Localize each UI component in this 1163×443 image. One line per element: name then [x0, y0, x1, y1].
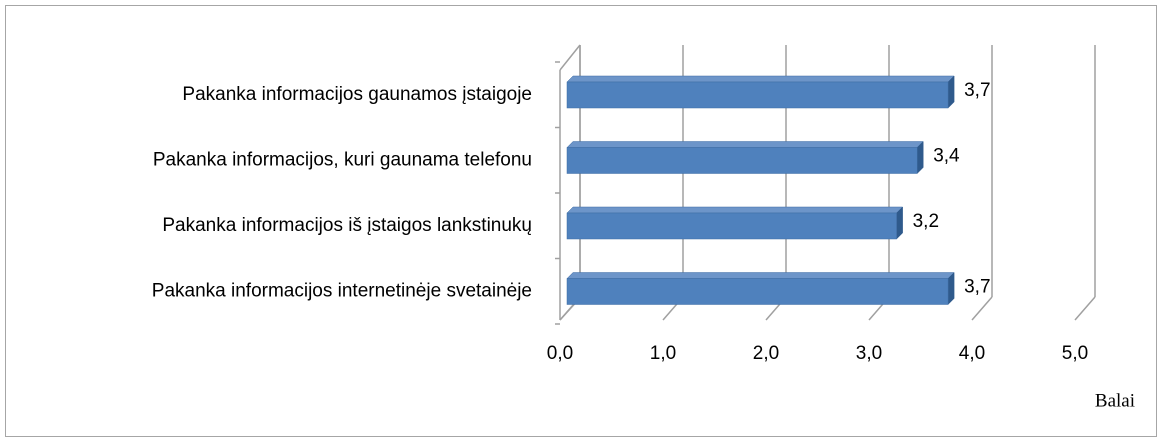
bar-top	[566, 272, 955, 279]
bar	[566, 278, 949, 305]
bar	[566, 212, 897, 240]
y-tick-label: Pakanka informacijos gaunamos įstaigoje	[182, 84, 532, 105]
x-axis-label: Balai	[1095, 390, 1135, 411]
bar-top	[566, 75, 955, 83]
wall-edge	[559, 44, 581, 71]
bar-side	[947, 271, 955, 306]
floor-grid-line	[971, 296, 993, 321]
x-tick-label: 0,0	[547, 343, 573, 364]
x-tick-label: 2,0	[753, 343, 779, 364]
x-tick-label: 1,0	[650, 343, 676, 364]
y-tick-label: Pakanka informacijos internetinėje sveta…	[152, 281, 532, 302]
y-tick-label: Pakanka informacijos iš įstaigos lanksti…	[162, 215, 532, 236]
x-tick-label: 5,0	[1062, 343, 1088, 364]
bar-top	[566, 141, 924, 148]
x-tick-label: 4,0	[959, 343, 985, 364]
x-tick-label: 3,0	[856, 343, 882, 364]
bar-side	[896, 206, 903, 240]
value-label: 3,7	[964, 80, 990, 101]
bar-side	[947, 75, 955, 109]
bar	[566, 147, 918, 174]
value-label: 3,2	[913, 211, 939, 232]
y-tick-label: Pakanka informacijos, kuri gaunama telef…	[153, 150, 532, 171]
bar	[566, 81, 949, 109]
value-label: 3,7	[964, 277, 990, 298]
bar-side	[916, 140, 924, 175]
value-label: 3,4	[933, 146, 960, 167]
floor-grid-line	[1074, 296, 1096, 321]
bar-top	[566, 206, 904, 214]
